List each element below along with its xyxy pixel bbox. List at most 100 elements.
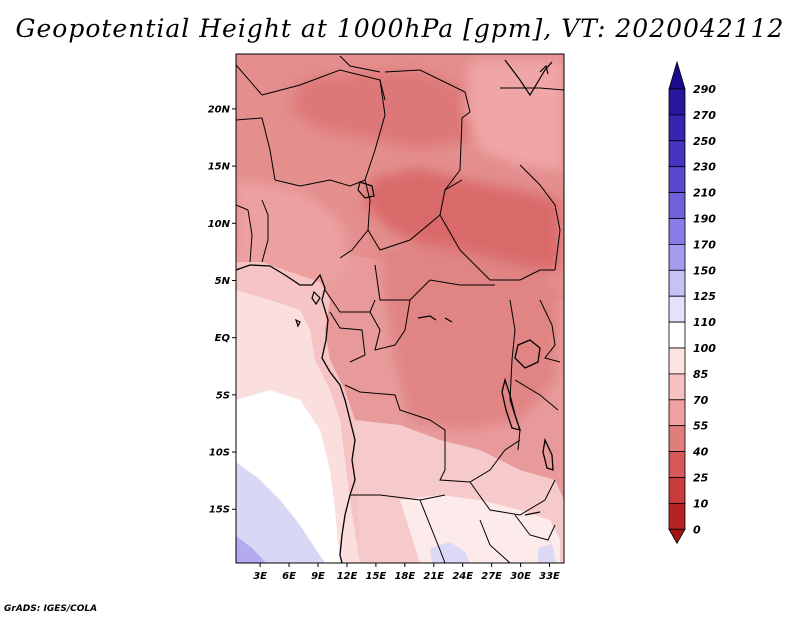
lon-tick-label: 21E [423,571,444,582]
river-congo-2 [444,317,453,323]
longitude-axis: 3E 6E 9E 12E 15E 18E 21E 24E 27E 30E 33E [253,563,560,582]
colorbar-label: 0 [693,523,701,536]
border-gabon [329,311,366,363]
field-ocean-violet [236,536,266,563]
colorbar-swatch [668,451,686,478]
border-north-top [339,55,381,73]
border-west-sahara [236,64,263,96]
coastline-west-africa [236,264,356,563]
lon-tick-label: 6E [282,571,296,582]
field-south-lavender [430,542,470,563]
border-algeria-niger [261,69,386,101]
map-frame [235,53,565,564]
field-central-low [380,245,560,430]
lon-tick-label: 33E [539,571,560,582]
lon-tick-label: 9E [311,571,325,582]
border-cameroon-south [324,289,376,313]
border-mali-niger [236,117,276,181]
colorbar-swatch [668,140,686,168]
colorbar-label: 250 [693,135,716,148]
colorbar-swatch [668,425,686,453]
colorbar-label: 150 [693,264,716,277]
colorbar-label: 85 [693,368,709,381]
country-borders [236,55,564,563]
colorbar-label: 25 [693,472,709,485]
lat-tick-label: 15S [209,505,230,516]
lon-tick-label: 18E [394,571,415,582]
border-zimbabwe [514,514,556,541]
chart-title: Geopotential Height at 1000hPa [gpm], VT… [15,14,785,43]
colorbar-swatch [668,502,686,530]
lon-tick-label: 27E [481,571,502,582]
colorbar-swatch [668,477,686,504]
lat-tick-label: 20N [208,104,231,115]
colorbar-label: 230 [693,161,716,174]
colorbar-swatch [668,218,686,245]
colorbar-swatch [668,295,686,323]
river-congo-1 [417,315,437,321]
height-field [236,54,564,563]
colorbar-label: 100 [693,342,716,355]
border-drc-west [344,384,446,431]
colorbar-swatch [668,321,686,349]
border-car-drc [374,264,495,301]
colorbar-swatch [668,373,686,401]
colorbar: 2902702502302101901701501251101008570554… [668,60,716,545]
coastline-red-sea [504,59,553,97]
lake-volta [311,290,321,306]
colorbar-label: 125 [693,290,716,303]
lake-tanganyika [501,377,521,431]
lat-tick-label: 5N [215,276,231,287]
colorbar-swatch [668,166,686,193]
colorbar-swatch [668,399,686,427]
border-ghana [236,204,249,211]
border-togo [247,209,253,263]
colorbar-swatch [668,88,686,116]
border-botswana [479,519,511,563]
border-tanzania [514,379,559,411]
lat-tick-label: 10S [209,448,230,459]
colorbar-top-arrow [668,60,686,90]
island-bioko [294,318,301,328]
colorbar-label: 40 [692,446,709,459]
border-angola-namibia [350,494,446,501]
colorbar-bottom-arrow [668,528,686,545]
colorbar-label: 290 [693,83,716,96]
colorbar-swatch [668,347,686,375]
colorbar-swatch [668,243,686,271]
lat-tick-label: 10N [208,219,231,230]
field-chad-low [365,168,560,275]
field-southeast-lavender [538,544,556,563]
field-north-low [290,70,470,150]
colorbar-label: 10 [693,497,709,510]
colorbar-label: 210 [693,187,716,200]
border-egypt-sudan [444,111,471,191]
colorbar-label: 110 [693,316,716,329]
border-eritrea [500,87,564,91]
colorbar-label: 270 [693,109,716,122]
grads-credit: GrADS: IGES/COLA [4,604,98,614]
lake-kariba [524,511,541,516]
border-zambia-south [469,479,556,516]
border-uganda-kenya [539,299,561,363]
field-ocean-lavender [236,462,325,563]
lat-tick-label: 15N [208,162,231,173]
lon-tick-label: 24E [452,571,473,582]
colorbar-swatch [668,269,686,297]
lon-tick-label: 30E [510,571,531,582]
lon-tick-label: 15E [366,571,387,582]
border-libya-chad [384,69,471,113]
border-chad-car [367,214,461,251]
latitude-axis: 20N 15N 10N 5N EQ 5S 10S 15S [208,104,236,516]
lon-tick-label: 12E [337,571,358,582]
colorbar-label: 190 [693,213,716,226]
border-congo [369,299,411,351]
lat-tick-label: 5S [216,390,230,401]
colorbar-swatch [668,192,686,219]
border-drc-east [509,299,521,451]
colorbar-label: 170 [693,238,716,251]
colorbar-label: 70 [693,394,709,407]
lat-tick-label: EQ [215,333,231,344]
border-benin [261,199,269,263]
